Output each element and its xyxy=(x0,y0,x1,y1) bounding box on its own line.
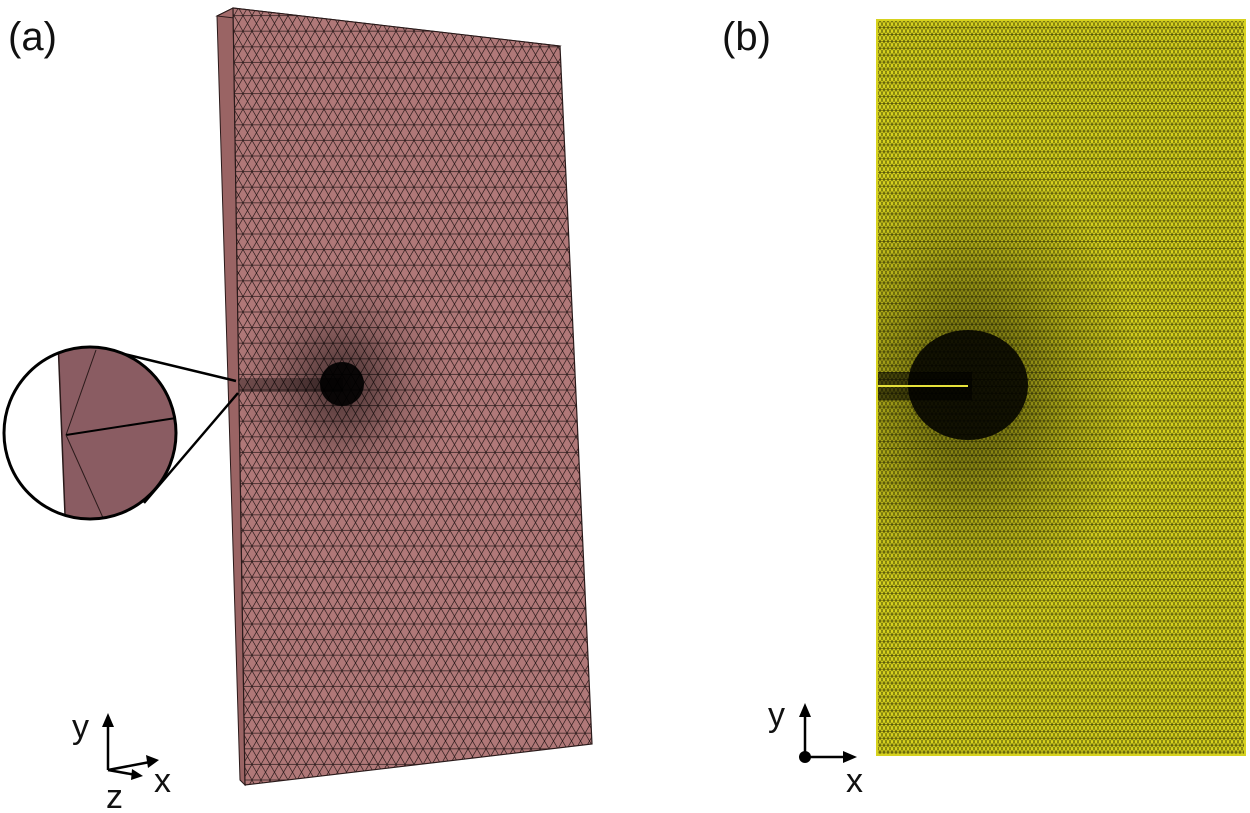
plate-front-face xyxy=(233,8,592,785)
axis-label-y-b: y xyxy=(768,696,785,734)
axis-label-y-a: y xyxy=(72,708,89,746)
zoom-inset xyxy=(2,345,239,521)
panel-b: (b) y x xyxy=(722,15,1246,800)
axis-triad-a: y x z xyxy=(72,708,171,813)
panel-a-label: (a) xyxy=(8,15,57,59)
inset-connector-top xyxy=(123,352,237,383)
axis-label-x-a: x xyxy=(154,762,171,800)
axis-label-x-b: x xyxy=(846,762,863,800)
x-arrow-icon xyxy=(146,755,159,768)
inset-circle xyxy=(2,345,178,521)
x-arrow-icon xyxy=(843,751,857,763)
plate-2d-mesh xyxy=(877,20,1245,755)
origin-dot-icon xyxy=(799,751,811,763)
panel-a: (a) xyxy=(2,7,593,813)
y-arrow-icon xyxy=(799,703,811,717)
y-arrow-icon xyxy=(102,713,114,727)
z-arrow-icon xyxy=(131,769,143,780)
plate-2d-outline xyxy=(876,19,1246,756)
panel-b-label: (b) xyxy=(722,15,771,59)
axis-label-z-a: z xyxy=(106,778,123,813)
axis-triad-b: y x xyxy=(768,696,863,800)
plate-outline xyxy=(232,7,593,786)
